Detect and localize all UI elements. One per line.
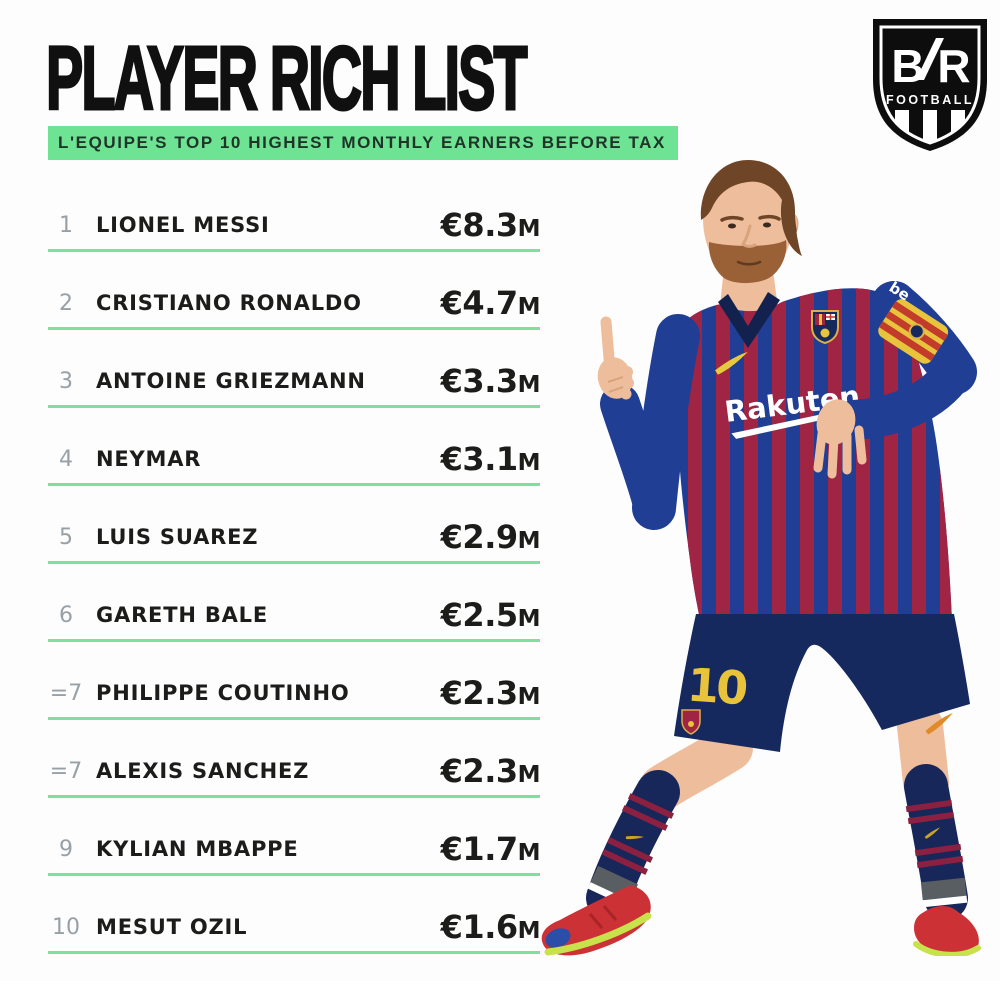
- rich-list: 1 LIONEL MESSI €8.3M 2 CRISTIANO RONALDO…: [48, 201, 541, 981]
- earnings-suffix: M: [517, 918, 541, 944]
- earnings-amount: €1.6: [440, 908, 518, 946]
- earnings-value: €4.7M: [440, 284, 541, 322]
- captain-armband: [878, 299, 949, 364]
- logo-letter-b: B: [891, 40, 924, 92]
- earnings-suffix: M: [517, 606, 541, 632]
- shorts-crest-icon: [681, 709, 701, 735]
- earnings-value: €1.7M: [440, 830, 541, 868]
- earnings-suffix: M: [517, 294, 541, 320]
- jersey: [676, 288, 953, 620]
- player-name: MESUT OZIL: [96, 915, 248, 939]
- collar: [718, 292, 780, 348]
- shorts: 10: [674, 614, 970, 752]
- earnings-value: €8.3M: [440, 206, 541, 244]
- head: [700, 160, 802, 284]
- armband-arm: be: [813, 278, 977, 479]
- earnings-value: €2.5M: [440, 596, 541, 634]
- page-title: PLAYER RICH LIST: [45, 29, 528, 129]
- sock-swoosh-icon: [625, 835, 644, 840]
- player-row: =7 PHILIPPE COUTINHO €2.3M: [48, 669, 541, 720]
- player-name: ALEXIS SANCHEZ: [96, 759, 310, 783]
- earnings-value: €1.6M: [440, 908, 541, 946]
- earnings-amount: €8.3: [440, 206, 518, 244]
- ankle-band: [920, 877, 968, 908]
- hair: [700, 160, 797, 232]
- logo-slash-icon: [916, 38, 944, 80]
- earnings-suffix: M: [517, 372, 541, 398]
- rank-label: 9: [59, 836, 73, 862]
- pointing-finger: [600, 316, 616, 376]
- player-name: PHILIPPE COUTINHO: [96, 681, 350, 705]
- jersey-sponsor: Rakuten: [723, 379, 862, 439]
- earnings-suffix: M: [517, 762, 541, 788]
- barcelona-crest-icon: [811, 310, 839, 345]
- player-name: LIONEL MESSI: [96, 213, 270, 237]
- player-row: 9 KYLIAN MBAPPE €1.7M: [48, 825, 541, 876]
- rank-label: 10: [52, 914, 80, 940]
- earnings-amount: €2.3: [440, 752, 518, 790]
- rank-label: 5: [59, 524, 73, 550]
- player-name: LUIS SUAREZ: [96, 525, 259, 549]
- svg-text:Rakuten: Rakuten: [723, 379, 862, 429]
- ankle-band: [587, 865, 639, 908]
- player-row: 10 MESUT OZIL €1.6M: [48, 903, 541, 954]
- earnings-value: €3.3M: [440, 362, 541, 400]
- player-row: 1 LIONEL MESSI €8.3M: [48, 201, 541, 252]
- nike-swoosh-icon: [715, 351, 748, 375]
- player-name: NEYMAR: [96, 447, 202, 471]
- right-boot: [913, 906, 981, 956]
- sleeve-text: be: [886, 278, 913, 304]
- br-football-logo-icon: B R FOOTBALL: [873, 19, 987, 151]
- earnings-value: €2.3M: [440, 752, 541, 790]
- earnings-amount: €3.1: [440, 440, 518, 478]
- beard: [708, 240, 787, 284]
- player-row: 3 ANTOINE GRIEZMANN €3.3M: [48, 357, 541, 408]
- rank-label: =7: [49, 680, 83, 706]
- rank-label: 4: [59, 446, 73, 472]
- rank-label: 3: [59, 368, 73, 394]
- logo-caption: FOOTBALL: [886, 93, 974, 107]
- earnings-amount: €2.5: [440, 596, 518, 634]
- earnings-amount: €4.7: [440, 284, 518, 322]
- player-row: 4 NEYMAR €3.1M: [48, 435, 541, 486]
- logo-letter-r: R: [937, 40, 970, 92]
- left-leg: [541, 725, 753, 956]
- pointing-arm: [597, 314, 700, 530]
- player-row: 6 GARETH BALE €2.5M: [48, 591, 541, 642]
- earnings-value: €3.1M: [440, 440, 541, 478]
- rank-label: 6: [59, 602, 73, 628]
- player-name: GARETH BALE: [96, 603, 269, 627]
- earnings-amount: €2.3: [440, 674, 518, 712]
- player-row: 2 CRISTIANO RONALDO €4.7M: [48, 279, 541, 330]
- player-name: KYLIAN MBAPPE: [96, 837, 299, 861]
- rank-label: =7: [49, 758, 83, 784]
- neck: [720, 248, 778, 319]
- player-name: CRISTIANO RONALDO: [96, 291, 362, 315]
- earnings-suffix: M: [517, 216, 541, 242]
- messi-photo: Rakuten be: [541, 160, 981, 956]
- rank-label: 2: [59, 290, 73, 316]
- player-row: 5 LUIS SUAREZ €2.9M: [48, 513, 541, 564]
- earnings-suffix: M: [517, 450, 541, 476]
- shorts-swoosh-icon: [925, 712, 953, 735]
- left-boot: [541, 885, 652, 956]
- earnings-value: €2.9M: [440, 518, 541, 556]
- earnings-suffix: M: [517, 840, 541, 866]
- earnings-amount: €3.3: [440, 362, 518, 400]
- player-row: =7 ALEXIS SANCHEZ €2.3M: [48, 747, 541, 798]
- earnings-amount: €2.9: [440, 518, 518, 556]
- earnings-amount: €1.7: [440, 830, 518, 868]
- earnings-suffix: M: [517, 684, 541, 710]
- infographic-poster: PLAYER RICH LIST L'EQUIPE'S TOP 10 HIGHE…: [45, 19, 987, 956]
- rank-label: 1: [59, 212, 73, 238]
- earnings-value: €2.3M: [440, 674, 541, 712]
- sock-swoosh-icon: [924, 827, 941, 839]
- subtitle-banner: L'EQUIPE'S TOP 10 HIGHEST MONTHLY EARNER…: [48, 126, 678, 160]
- earnings-suffix: M: [517, 528, 541, 554]
- player-name: ANTOINE GRIEZMANN: [96, 369, 366, 393]
- right-leg: [897, 703, 981, 956]
- shorts-number: 10: [685, 658, 748, 716]
